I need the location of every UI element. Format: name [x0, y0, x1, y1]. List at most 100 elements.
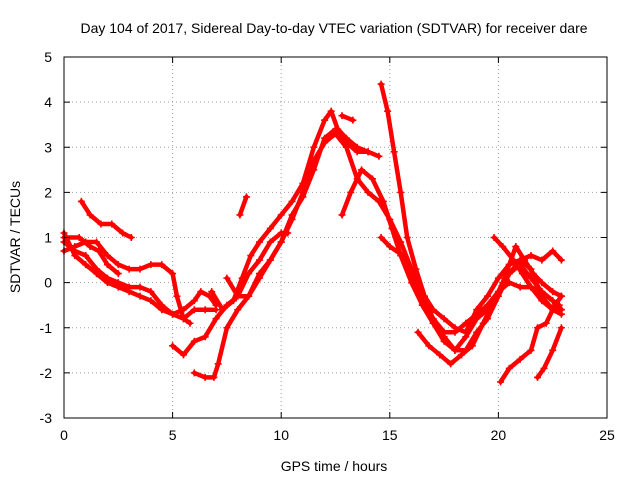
data-point — [557, 292, 565, 300]
data-point — [179, 351, 187, 359]
series-trace-6 — [170, 230, 290, 358]
data-point — [529, 270, 537, 278]
data-point — [390, 148, 398, 156]
data-point — [245, 292, 253, 300]
data-point — [557, 324, 565, 332]
data-point — [457, 351, 465, 359]
data-point — [255, 270, 263, 278]
data-point — [429, 319, 437, 327]
data-point — [197, 288, 205, 296]
data-point — [484, 292, 492, 300]
data-point — [549, 346, 557, 354]
data-point — [321, 139, 329, 147]
data-point — [103, 252, 111, 260]
series-trace-15 — [415, 244, 564, 367]
data-point — [208, 288, 216, 296]
plot-frame — [63, 56, 608, 419]
data-point — [136, 283, 144, 291]
chart-title: Day 104 of 2017, Sidereal Day-to-day VTE… — [80, 20, 587, 36]
data-point — [190, 306, 198, 314]
x-tick-label: 20 — [491, 427, 507, 443]
data-point — [549, 297, 557, 305]
data-point — [310, 143, 318, 151]
data-point — [245, 270, 253, 278]
data-point — [201, 306, 209, 314]
data-point — [494, 274, 502, 282]
data-point — [375, 152, 383, 160]
axis-ticks — [63, 56, 608, 419]
data-point — [364, 148, 372, 156]
y-tick-label: -3 — [40, 410, 53, 426]
data-point — [127, 234, 135, 241]
data-point — [255, 256, 263, 264]
data-point — [201, 333, 209, 341]
data-point — [358, 166, 366, 174]
data-point — [399, 252, 407, 260]
data-point — [414, 328, 422, 336]
data-point — [368, 175, 376, 183]
data-point — [223, 324, 231, 332]
data-point — [299, 188, 307, 196]
data-point — [551, 301, 559, 309]
data-point — [462, 328, 470, 336]
data-point — [234, 306, 242, 314]
data-point — [169, 270, 177, 278]
data-point — [255, 238, 263, 246]
data-point — [238, 274, 246, 282]
data-point — [412, 265, 420, 273]
data-point — [388, 224, 396, 232]
x-tick-label: 0 — [60, 427, 68, 443]
data-point — [266, 224, 274, 232]
series-trace-2 — [61, 239, 219, 321]
data-point — [540, 364, 548, 372]
data-point — [499, 279, 507, 287]
data-point — [397, 188, 405, 196]
data-point — [136, 292, 144, 300]
y-tick-label: 2 — [44, 184, 52, 200]
data-point — [447, 360, 455, 368]
data-point — [533, 324, 541, 332]
data-point — [190, 297, 198, 305]
data-point — [527, 346, 535, 354]
data-point — [377, 234, 385, 241]
data-point — [342, 134, 350, 142]
data-point — [468, 342, 476, 350]
data-point — [229, 297, 237, 305]
data-point — [490, 234, 498, 241]
y-axis-label: SDTVAR / TECUs — [7, 181, 23, 293]
y-tick-label: -1 — [40, 320, 53, 336]
x-tick-label: 5 — [169, 427, 177, 443]
data-point — [97, 220, 105, 228]
data-point — [505, 364, 513, 372]
x-tick-label: 25 — [599, 427, 615, 443]
data-point — [114, 261, 122, 269]
data-point — [538, 256, 546, 264]
data-point — [288, 197, 296, 205]
data-point — [77, 197, 85, 205]
data-point — [169, 310, 177, 318]
data-point — [518, 270, 526, 278]
data-point — [516, 355, 524, 363]
data-point — [86, 211, 94, 219]
data-point — [114, 270, 122, 278]
data-point — [479, 319, 487, 327]
data-point — [201, 373, 209, 381]
data-point — [490, 297, 498, 305]
y-tick-label: 5 — [44, 49, 52, 65]
data-point — [103, 279, 111, 287]
data-point — [169, 342, 177, 350]
series-trace-3 — [61, 230, 219, 317]
data-point — [542, 319, 550, 327]
series-trace-13 — [378, 81, 564, 335]
x-tick-label: 10 — [273, 427, 289, 443]
data-point — [190, 369, 198, 377]
data-point — [353, 143, 361, 151]
series-trace-5 — [79, 199, 134, 240]
series-trace-16 — [491, 235, 564, 312]
data-point — [223, 274, 231, 282]
data-point — [114, 283, 122, 291]
data-point — [520, 256, 528, 264]
y-tick-label: 4 — [44, 94, 52, 110]
data-point — [125, 288, 133, 296]
data-point — [321, 116, 329, 124]
